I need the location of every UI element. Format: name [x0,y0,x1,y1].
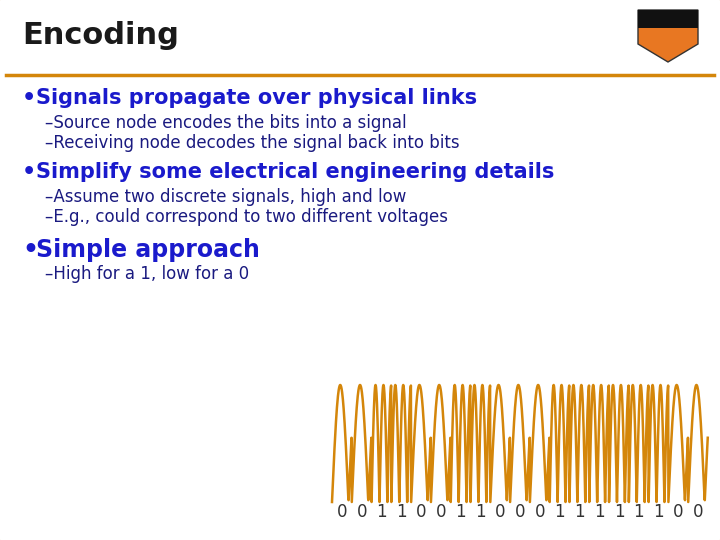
Text: 0: 0 [495,503,505,521]
Text: 1: 1 [594,503,605,521]
Text: 0: 0 [673,503,683,521]
Text: 0: 0 [356,503,367,521]
Text: 1: 1 [653,503,664,521]
Text: Simplify some electrical engineering details: Simplify some electrical engineering det… [36,162,554,182]
Text: 1: 1 [574,503,585,521]
Text: –E.g., could correspond to two different voltages: –E.g., could correspond to two different… [45,208,448,226]
Text: 1: 1 [376,503,387,521]
Text: 1: 1 [613,503,624,521]
Text: •: • [22,88,36,108]
Text: •: • [22,238,38,262]
Text: •: • [22,162,36,182]
Text: 1: 1 [554,503,565,521]
Text: 0: 0 [416,503,426,521]
Polygon shape [638,10,698,28]
Text: 1: 1 [396,503,407,521]
Text: 0: 0 [515,503,526,521]
Text: –High for a 1, low for a 0: –High for a 1, low for a 0 [45,265,249,283]
Text: Encoding: Encoding [22,21,179,50]
Text: –Receiving node decodes the signal back into bits: –Receiving node decodes the signal back … [45,134,459,152]
Text: 0: 0 [436,503,446,521]
Text: Simple approach: Simple approach [36,238,260,262]
Polygon shape [638,10,698,62]
Text: –Source node encodes the bits into a signal: –Source node encodes the bits into a sig… [45,114,407,132]
Text: 1: 1 [475,503,486,521]
Text: 0: 0 [337,503,347,521]
Text: Signals propagate over physical links: Signals propagate over physical links [36,88,477,108]
Text: 1: 1 [634,503,644,521]
Text: 1: 1 [455,503,466,521]
Text: –Assume two discrete signals, high and low: –Assume two discrete signals, high and l… [45,188,406,206]
Text: 0: 0 [693,503,703,521]
Polygon shape [648,28,688,50]
Text: 0: 0 [534,503,545,521]
